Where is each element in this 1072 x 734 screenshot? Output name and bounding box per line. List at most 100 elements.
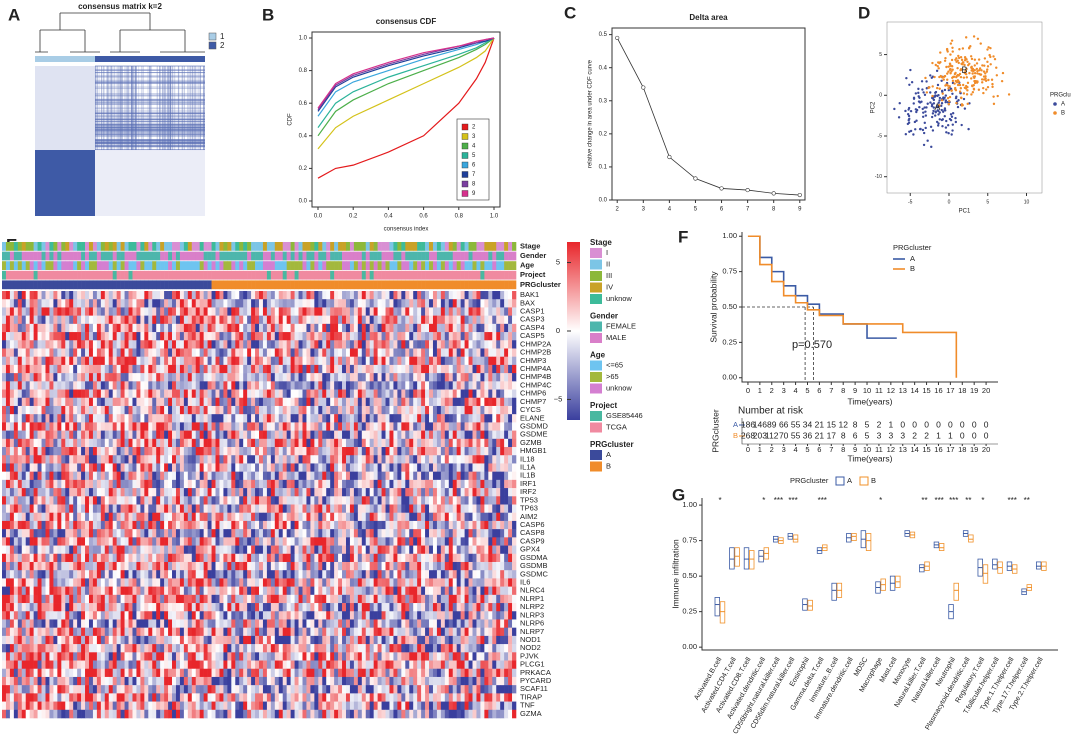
heatmap-cell [53,307,58,316]
annotation-cell [381,261,386,270]
annotation-cell [393,251,398,261]
heatmap-cell [373,389,378,399]
heatmap-cell [294,315,299,325]
heatmap-cell [2,447,7,456]
heatmap-cell [294,463,299,472]
heatmap-cell [132,389,137,399]
heatmap-cell [314,455,319,464]
heatmap-cell [9,512,15,522]
legend-dot [1053,102,1057,106]
heatmap-cell [235,479,240,489]
heatmap-cell [504,414,509,423]
heatmap-cell [322,504,327,514]
row-label: IL18 [520,454,535,463]
legend-label: 2 [472,125,476,131]
heatmap-cell [5,356,11,366]
heatmap-cell [239,397,244,407]
heatmap-cell [183,496,189,505]
heatmap-cell [338,348,343,357]
heatmap-cell [25,397,30,407]
scatter-dot [965,67,968,71]
heatmap-cell [45,414,50,423]
heatmap-cell [436,356,442,366]
heatmap-cell [183,323,189,333]
heatmap-cell [496,479,501,489]
heatmap-cell [274,422,280,431]
heatmap-cell [266,381,272,390]
heatmap-cell [476,381,481,390]
heatmap-cell [29,307,34,316]
heatmap-cell [361,332,367,341]
heatmap-cell [37,397,42,407]
heatmap-cell [330,332,335,341]
heatmap-cell [255,422,260,431]
scatter-dot [970,57,974,61]
scatter-dot [968,71,971,75]
annotation-cell [203,251,208,261]
heatmap-cell [429,479,434,489]
scatter-dot [955,75,958,79]
heatmap-cell [29,479,34,489]
scatter-dot [949,113,953,116]
heatmap-cell [342,307,347,316]
heatmap-cell [21,348,27,357]
heatmap-cell [322,315,327,325]
annotation-cell [456,251,461,261]
heatmap-cell [33,340,38,349]
heatmap-cell [164,348,169,357]
annotation-cell [290,251,295,261]
scatter-dot [958,90,962,93]
scatter-dot [949,63,952,66]
heatmap-cell [17,496,23,505]
heatmap-cell [262,504,268,514]
heatmap-cell [508,463,513,472]
annotation-cell [207,251,212,261]
heatmap-cell [116,299,121,308]
heatmap-cell [219,381,224,390]
heatmap-cell [73,463,78,472]
heatmap-cell [148,496,153,505]
heatmap-cell [239,488,244,497]
heatmap-cell [492,373,497,382]
heatmap-cell [468,389,473,399]
heatmap-cell [9,315,15,325]
heatmap-cell [33,373,38,382]
heatmap-cell [203,438,208,448]
heatmap-cell [322,373,327,382]
heatmap-cell [377,364,382,374]
heatmap-cell [104,307,110,316]
heatmap-cell [405,504,410,514]
heatmap-cell [417,405,422,415]
annotation-cell [361,251,367,261]
annotation-cell [421,251,426,261]
heatmap-cell [251,430,256,440]
annotation-cell [326,242,331,251]
heatmap-cell [266,463,272,472]
annotation-cell [294,251,299,261]
heatmap-cell [41,455,46,464]
heatmap-cell [405,364,410,374]
heatmap-cell [496,438,501,448]
heatmap-cell [100,307,106,316]
heatmap-cell [9,463,15,472]
heatmap-cell [492,447,497,456]
heatmap-cell [456,496,461,505]
scatter-dot [968,46,971,49]
heatmap-cell [203,356,208,366]
heatmap-cell [124,479,129,489]
heatmap-cell [207,381,212,390]
heatmap-cell [306,438,311,448]
heatmap-cell [421,348,426,357]
heatmap-cell [373,430,378,440]
heatmap-cell [231,332,236,341]
heatmap-cell [421,356,426,366]
heatmap-cell [504,447,509,456]
heatmap-cell [33,430,38,440]
heatmap-cell [512,455,517,464]
annotation-cell [365,261,371,270]
scatter-dot [923,106,926,109]
heatmap-cell [274,323,280,333]
heatmap-cell [92,307,98,316]
scatter-dot [943,107,947,110]
heatmap-cell [401,307,406,316]
